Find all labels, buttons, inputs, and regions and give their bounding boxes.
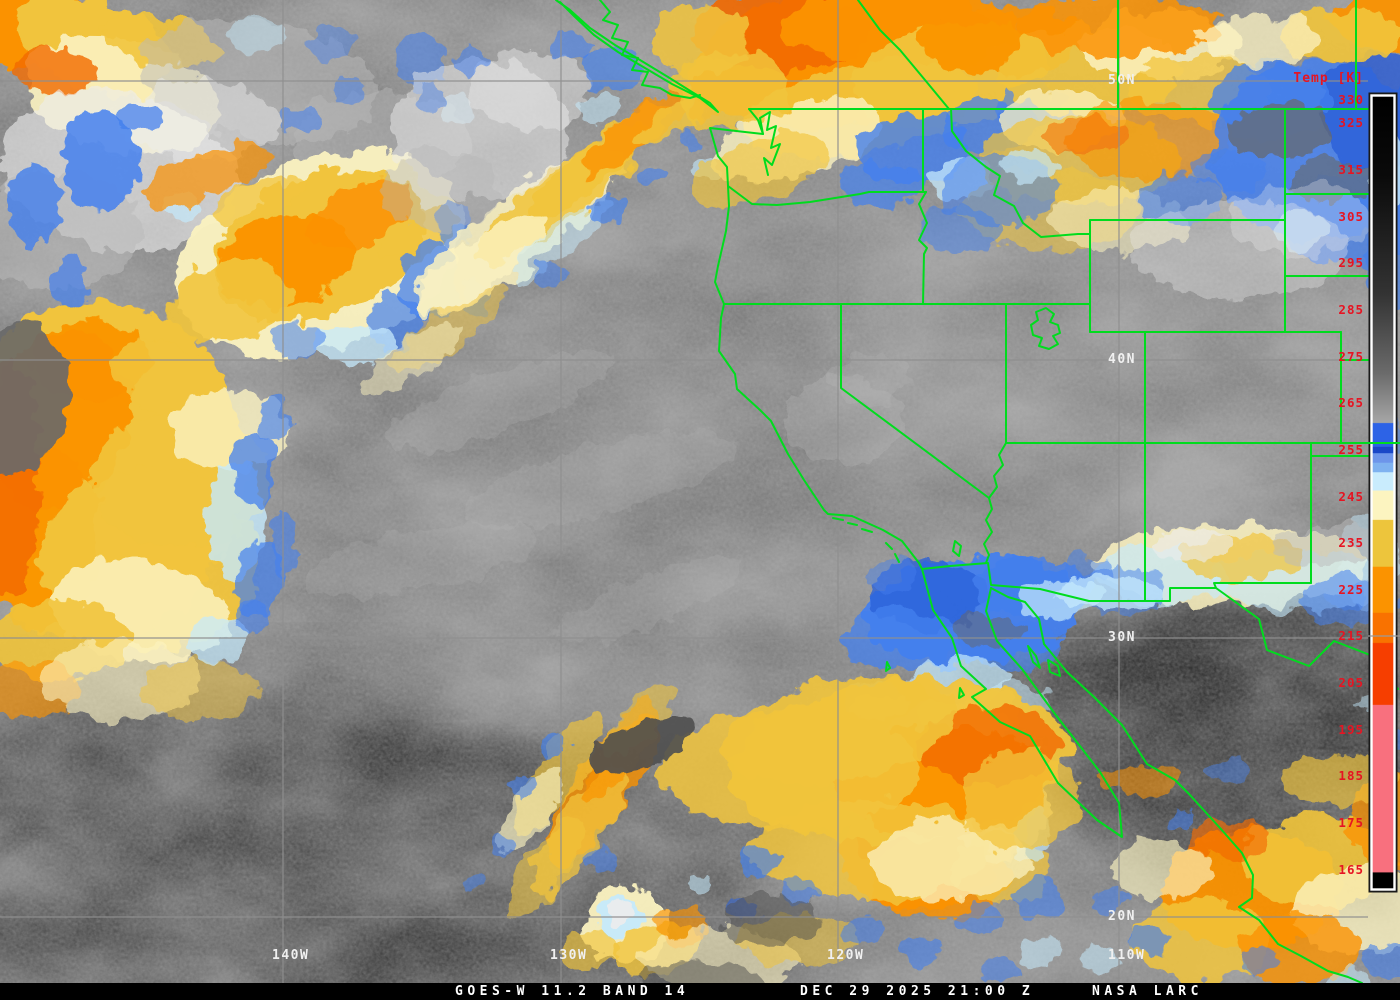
temperature-colorbar [1368,92,1398,893]
temp-scale-tick: 245 [1338,488,1364,504]
credit-label: NASA LARC [1092,984,1203,999]
longitude-label: 120W [827,948,865,963]
latitude-label: 50N [1108,73,1136,88]
temp-scale-tick: 235 [1338,535,1364,551]
colorbar-title: Temp [K] [1293,71,1364,86]
temp-scale-tick: 165 [1338,861,1364,877]
temp-scale-tick: 330 [1338,92,1364,107]
longitude-label: 130W [550,948,588,963]
timestamp-label: DEC 29 2025 21:00 Z [800,984,1035,999]
temp-scale-tick: 225 [1338,581,1364,597]
overlay-line-segments [1368,442,1400,637]
temp-scale-tick: 205 [1338,675,1364,691]
colorbar-gradient [1370,94,1396,891]
latitude-label: 20N [1108,909,1136,924]
temp-scale-tick: 275 [1338,348,1364,364]
temp-scale-tick: 285 [1338,301,1364,317]
temp-scale-tick: 295 [1338,255,1364,271]
longitude-label: 110W [1108,948,1146,963]
latlon-grid-layer [0,0,1368,983]
temp-scale-tick: 315 [1338,161,1364,177]
political-boundary-layer [555,0,1399,983]
temp-scale-tick: 195 [1338,721,1364,737]
temp-scale-tick: 215 [1338,628,1364,644]
temp-scale-tick: 265 [1338,395,1364,411]
temp-scale-tick: 185 [1338,768,1364,784]
latitude-label: 40N [1108,352,1136,367]
temp-scale-tick: 325 [1338,115,1364,131]
temp-scale-tick: 175 [1338,815,1364,831]
temp-scale-tick: 255 [1338,441,1364,457]
latitude-label: 30N [1108,630,1136,645]
longitude-label: 140W [272,948,310,963]
status-bar: GOES-W 11.2 BAND 14 DEC 29 2025 21:00 Z … [0,983,1400,1000]
product-label: GOES-W 11.2 BAND 14 [455,984,690,999]
temp-scale-tick: 305 [1338,208,1364,224]
